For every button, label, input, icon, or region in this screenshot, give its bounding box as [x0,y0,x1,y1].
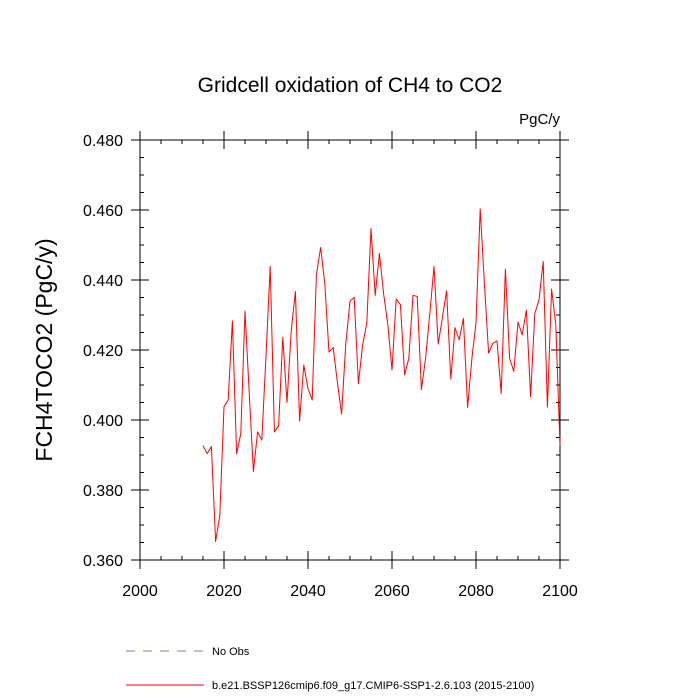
plot-frame [139,139,561,561]
chart-title: Gridcell oxidation of CH4 to CO2 [198,74,503,97]
y-axis-label: FCH4TOCO2 (PgC/y) [31,238,57,461]
legend: No Obs b.e21.BSSP126cmip6.f09_g17.CMIP6-… [126,646,534,692]
x-tick-label: 2020 [206,583,242,600]
y-tick-label: 0.420 [83,343,123,360]
y-tick-label: 0.480 [83,133,123,150]
x-tick-label: 2100 [542,583,578,600]
x-tick-label: 2040 [290,583,326,600]
legend-label-model: b.e21.BSSP126cmip6.f09_g17.CMIP6-SSP1-2.… [212,680,534,692]
series-line [202,208,561,542]
y-tick-label: 0.440 [83,273,123,290]
x-tick-label: 2080 [458,583,494,600]
axis-ticks [131,131,569,569]
y-tick-label: 0.460 [83,203,123,220]
y-tick-label: 0.360 [83,553,123,570]
x-tick-label: 2060 [374,583,410,600]
y-tick-label: 0.400 [83,413,123,430]
y-tick-label: 0.380 [83,483,123,500]
series-lines [202,208,561,542]
units-label: PgC/y [519,111,560,128]
x-tick-label: 2000 [122,583,158,600]
axis-tick-labels: 2000 2020 2040 2060 2080 2100 0.360 0.380 0.400 0… [83,133,578,600]
legend-label-no-obs: No Obs [212,646,250,658]
